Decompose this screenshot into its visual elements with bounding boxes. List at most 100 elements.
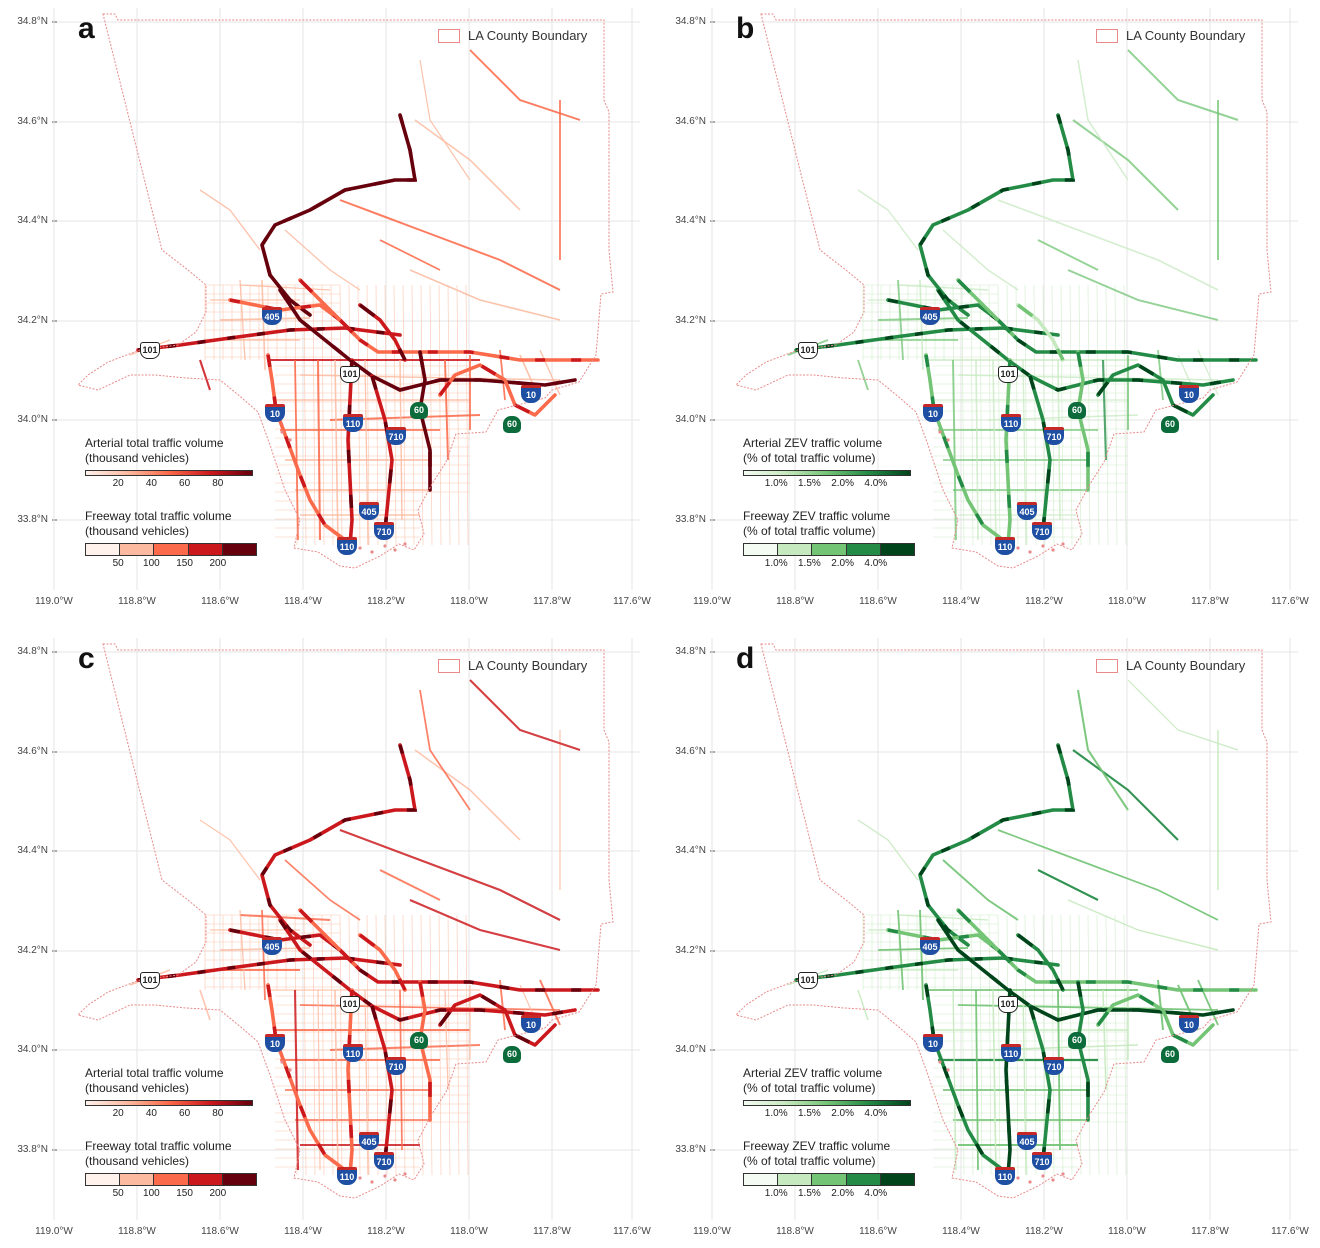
- freeway-segment: [260, 743, 417, 947]
- boundary-swatch: [438, 28, 460, 43]
- freeway-legend-tick-label: 100: [143, 1188, 160, 1199]
- coast-speck: [938, 1060, 942, 1064]
- arterial-road: [857, 989, 869, 1021]
- arterial-road: [414, 749, 521, 841]
- lat-label: 34.6°N: [675, 116, 706, 127]
- coast-speck: [1061, 1172, 1065, 1176]
- arterial-road: [1102, 989, 1107, 1091]
- freeway-segment: [1096, 363, 1215, 417]
- arterial-road: [294, 359, 299, 541]
- highway-shield-ca60: 60: [1161, 1046, 1179, 1063]
- highway-shield-i710: 710: [1032, 522, 1052, 540]
- highway-shield-us101: 101: [798, 342, 818, 359]
- lon-label: 117.6°W: [613, 1226, 651, 1237]
- freeway-segment: [918, 743, 1075, 947]
- arterial-legend-subtitle: (thousand vehicles): [85, 451, 190, 465]
- freeway-segment-high: [137, 326, 401, 352]
- coast-speck: [1061, 542, 1065, 546]
- arterial-road: [992, 989, 997, 1176]
- freeway-legend-tick-label: 2.0%: [831, 558, 854, 569]
- freeway-legend-title: Freeway total traffic volume: [85, 509, 232, 523]
- lat-label: 34.4°N: [675, 215, 706, 226]
- freeway-segment: [370, 1004, 394, 1162]
- freeway-legend-title: Freeway ZEV traffic volume: [743, 509, 891, 523]
- coast-speck: [383, 544, 387, 548]
- freeway-segment: [886, 928, 1258, 992]
- arterial-legend-tick-label: 80: [212, 1108, 224, 1119]
- freeway-segment-high: [1004, 359, 1012, 546]
- freeway-legend-bar: [743, 1173, 915, 1186]
- freeway-segment: [886, 298, 1258, 362]
- arterial-road: [199, 359, 211, 391]
- highway-shield-ca60: 60: [503, 1046, 521, 1063]
- lon-label: 118.2°W: [1025, 596, 1063, 607]
- arterial-road: [444, 359, 449, 461]
- arterial-legend-ticks: 1.0% 1.5% 2.0% 4.0%: [743, 478, 911, 492]
- arterial-legend: Arterial total traffic volume (thousand v…: [85, 1066, 253, 1122]
- freeway-legend-swatch: [221, 1173, 257, 1186]
- lon-label: 118.8°W: [118, 596, 156, 607]
- freeway-legend-tick-label: 1.5%: [797, 1188, 821, 1199]
- freeway-legend-swatch: [119, 543, 154, 556]
- lon-label: 119.0°W: [35, 596, 73, 607]
- arterial-legend-gradient: [85, 470, 253, 476]
- arterial-road: [1127, 49, 1239, 121]
- highway-shield-us101: 101: [140, 972, 160, 989]
- county-boundary: [77, 13, 614, 569]
- arterial-road: [199, 189, 261, 251]
- arterial-legend-tick-label: 4.0%: [864, 1108, 888, 1119]
- freeway-legend-swatch: [777, 543, 812, 556]
- lat-label: 34.8°N: [675, 16, 706, 27]
- freeway-legend-tick-label: 1.0%: [764, 558, 788, 569]
- coast-speck: [403, 542, 407, 546]
- highway-shield-i110: 110: [995, 537, 1015, 555]
- arterial-road: [444, 989, 449, 1091]
- lat-label: 34.8°N: [675, 646, 706, 657]
- highway-shield-i10: 10: [521, 1015, 541, 1033]
- arterial-road: [1072, 749, 1179, 841]
- boundary-legend: LA County Boundary: [1096, 28, 1245, 43]
- boundary-legend: LA County Boundary: [438, 28, 587, 43]
- arterial-road: [284, 229, 361, 291]
- arterial-legend-ticks: 1.0% 1.5% 2.0% 4.0%: [743, 1108, 911, 1122]
- arterial-road: [469, 49, 581, 121]
- arterial-road: [299, 1004, 561, 1011]
- arterial-road: [239, 284, 331, 291]
- arterial-legend-tick-label: 80: [212, 478, 224, 489]
- freeway-legend-swatch: [879, 1173, 915, 1186]
- highway-shield-us101: 101: [340, 366, 360, 383]
- freeway-legend-ticks: 1.0% 1.5% 2.0% 4.0%: [743, 1188, 915, 1202]
- lon-label: 118.4°W: [284, 1226, 322, 1237]
- arterial-road: [299, 374, 561, 381]
- freeway-segment-high: [956, 278, 1015, 337]
- lon-label: 117.8°W: [1191, 1226, 1229, 1237]
- coast-speck: [280, 430, 284, 434]
- arterial-road: [997, 199, 1219, 291]
- freeway-segment: [438, 363, 557, 417]
- lat-label: 34.8°N: [17, 646, 48, 657]
- arterial-road: [539, 979, 561, 1026]
- panel-label: c: [78, 642, 95, 675]
- highway-shield-ca60: 60: [410, 402, 428, 419]
- arterial-legend-tick-label: 60: [179, 478, 191, 489]
- arterial-road: [975, 989, 979, 1171]
- freeway-legend-swatch: [743, 1173, 778, 1186]
- highway-shield-i10: 10: [923, 404, 943, 422]
- arterial-legend-subtitle: (% of total traffic volume): [743, 1081, 876, 1095]
- arterial-road: [897, 284, 989, 291]
- lon-label: 118.8°W: [776, 596, 814, 607]
- arterial-road: [419, 59, 471, 181]
- freeway-segment: [266, 983, 347, 1172]
- boundary-swatch: [1096, 658, 1118, 673]
- arterial-road: [975, 359, 979, 541]
- arterial-legend-gradient: [85, 1100, 253, 1106]
- freeway-segment: [260, 113, 417, 317]
- arterial-road: [957, 374, 1219, 381]
- coast-speck: [1041, 544, 1045, 548]
- arterial-legend-title: Arterial total traffic volume: [85, 436, 224, 450]
- coast-speck: [358, 1176, 362, 1180]
- highway-shield-ca60: 60: [1068, 1032, 1086, 1049]
- boundary-swatch: [1096, 28, 1118, 43]
- freeway-segment: [228, 928, 600, 992]
- freeway-legend-subtitle: (thousand vehicles): [85, 524, 190, 538]
